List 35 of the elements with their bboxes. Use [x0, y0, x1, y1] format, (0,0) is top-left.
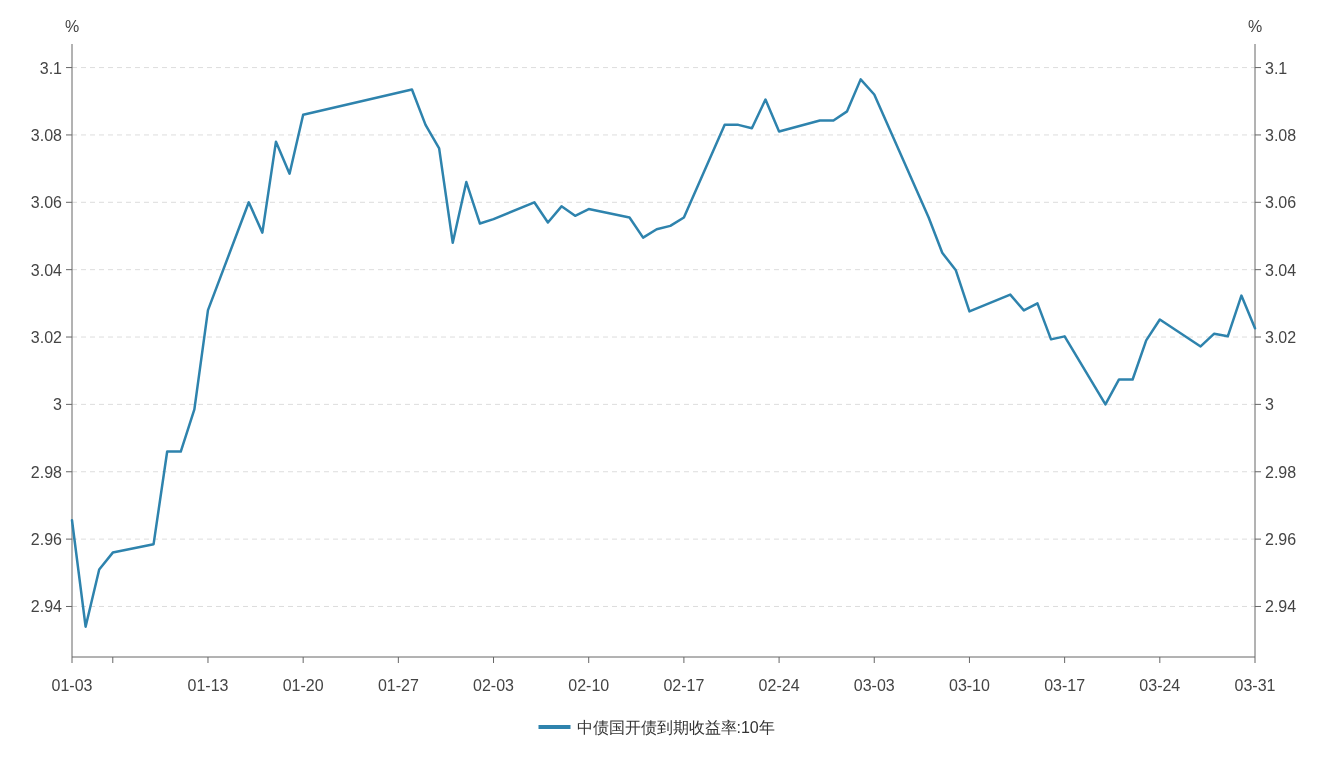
- y-tick-label: 2.94: [30, 598, 63, 616]
- y-tick-label: 3.04: [30, 261, 63, 279]
- y-tick-label: 3.02: [30, 329, 63, 347]
- y-tick-label: 3: [53, 396, 63, 414]
- y2-tick-label: 3.08: [1265, 126, 1297, 144]
- x-tick-label: 03-24: [1139, 677, 1181, 694]
- y-tick-label: 2.98: [30, 463, 63, 481]
- x-tick-label: 03-17: [1044, 677, 1086, 694]
- y2-tick-label: 3.04: [1265, 261, 1297, 279]
- x-tick-label: 01-20: [282, 677, 324, 694]
- x-tick-label: 01-27: [377, 677, 419, 694]
- y-tick-label: 3.06: [30, 194, 63, 212]
- y2-tick-label: 2.94: [1265, 598, 1297, 616]
- x-tick-label: 03-10: [948, 677, 991, 694]
- y2-axis-title: %: [1247, 18, 1263, 35]
- y2-tick-label: 3.02: [1265, 329, 1297, 347]
- x-tick-label: 03-31: [1234, 677, 1276, 694]
- x-tick-label: 02-03: [473, 677, 515, 694]
- x-tick-label: 02-24: [758, 677, 800, 694]
- x-tick-label: 01-03: [51, 677, 93, 694]
- x-tick-label: 01-13: [187, 677, 229, 694]
- legend-label: 中债国开债到期收益率:10年: [576, 719, 775, 736]
- y2-tick-label: 3.1: [1265, 59, 1288, 77]
- y2-tick-label: 3.06: [1265, 194, 1297, 212]
- x-tick-label: 02-10: [568, 677, 610, 694]
- y-tick-label: 2.96: [30, 531, 63, 549]
- y2-tick-label: 2.98: [1265, 463, 1297, 481]
- y-tick-label: 3.08: [30, 126, 63, 144]
- y-axis-title: %: [64, 18, 80, 35]
- legend: 中债国开债到期收益率:10年: [538, 719, 775, 736]
- y2-tick-label: 3: [1265, 396, 1274, 414]
- x-tick-label: 02-17: [663, 677, 705, 694]
- y2-tick-label: 2.96: [1265, 531, 1297, 549]
- y-tick-label: 3.1: [39, 59, 63, 77]
- x-tick-label: 03-03: [853, 677, 895, 694]
